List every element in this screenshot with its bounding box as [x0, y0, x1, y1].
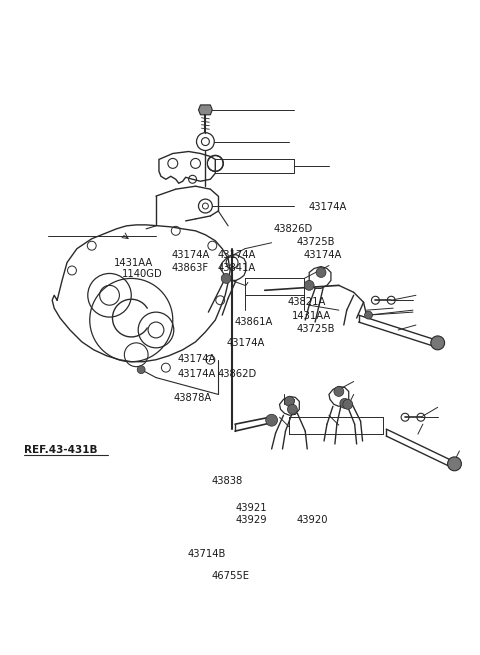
Text: 43174A: 43174A [227, 338, 265, 348]
Text: 43714B: 43714B [188, 548, 226, 559]
Circle shape [343, 400, 353, 409]
Circle shape [137, 365, 145, 373]
Text: 1431AA: 1431AA [114, 257, 154, 267]
Text: 43826D: 43826D [273, 224, 312, 234]
Text: 43878A: 43878A [174, 392, 212, 403]
Text: 43174A: 43174A [171, 250, 210, 260]
Text: 43174A: 43174A [178, 354, 216, 364]
Circle shape [221, 273, 231, 284]
Circle shape [334, 386, 344, 396]
Text: 43929: 43929 [235, 515, 267, 525]
Text: 43725B: 43725B [297, 236, 336, 247]
Circle shape [447, 457, 461, 471]
Circle shape [288, 404, 297, 414]
Circle shape [431, 336, 444, 350]
Text: 43863F: 43863F [171, 263, 208, 272]
Text: 43861A: 43861A [234, 317, 273, 328]
Circle shape [340, 398, 350, 408]
Circle shape [304, 280, 314, 290]
Circle shape [266, 414, 277, 426]
Text: 43862D: 43862D [217, 369, 256, 379]
Text: 43174A: 43174A [218, 250, 256, 260]
Text: 43174A: 43174A [178, 369, 216, 379]
Text: 43841A: 43841A [218, 263, 256, 272]
Text: 43821A: 43821A [288, 297, 326, 307]
Text: 43174A: 43174A [309, 202, 347, 212]
Text: 43921: 43921 [235, 503, 267, 513]
Circle shape [285, 396, 294, 406]
Text: 46755E: 46755E [212, 571, 250, 580]
Circle shape [316, 267, 326, 278]
Text: 43838: 43838 [212, 476, 243, 487]
Text: 43174A: 43174A [304, 250, 342, 260]
Text: REF.43-431B: REF.43-431B [24, 445, 97, 455]
Text: 1140GD: 1140GD [121, 269, 162, 279]
Polygon shape [199, 105, 212, 115]
Text: 1431AA: 1431AA [292, 312, 331, 322]
Text: 43920: 43920 [297, 515, 328, 525]
Circle shape [364, 311, 372, 319]
Text: 43725B: 43725B [297, 324, 336, 334]
